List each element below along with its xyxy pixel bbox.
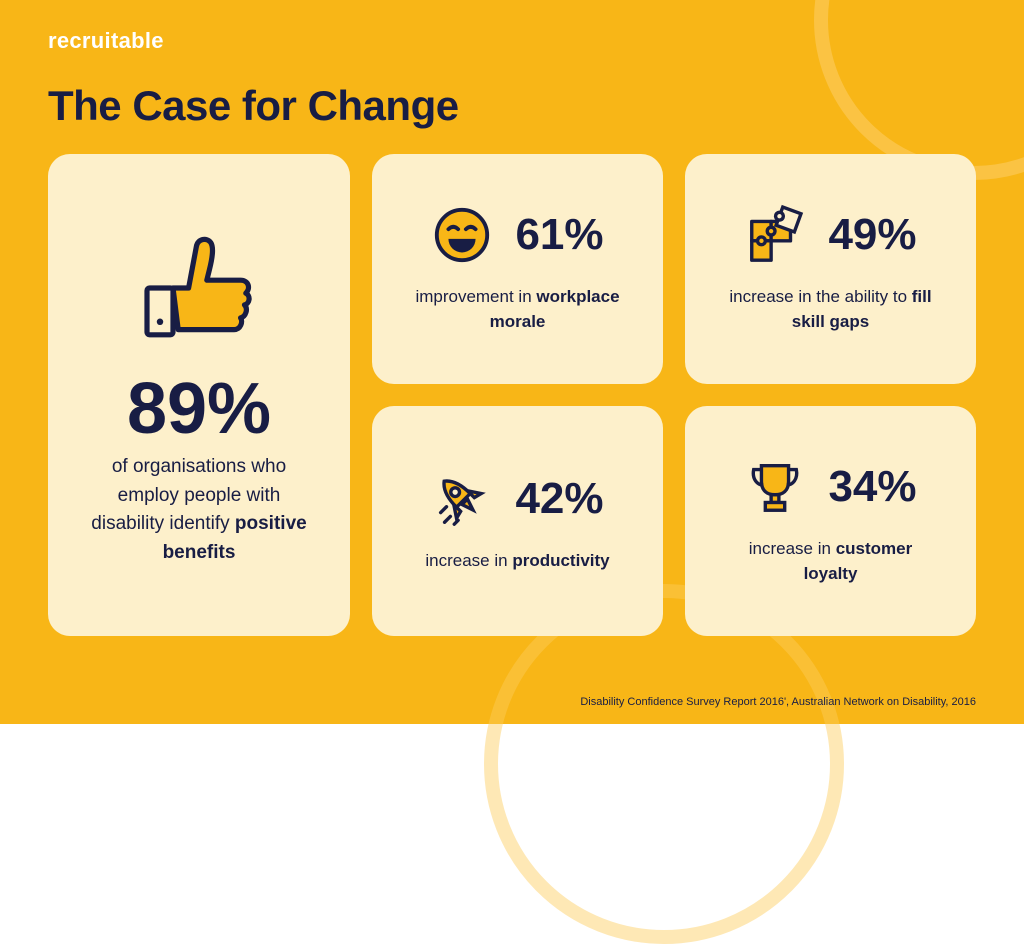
- stat-text-pre: increase in: [425, 551, 507, 570]
- stat-card-loyalty: 34% increase in customer loyalty: [685, 406, 976, 636]
- stat-card-morale: 61% improvement in workplace morale: [372, 154, 663, 384]
- decorative-ring-bottom: [484, 584, 844, 944]
- stat-text-bold: productivity: [512, 551, 609, 570]
- trophy-icon: [744, 456, 806, 518]
- thumbs-up-icon: [134, 223, 264, 353]
- stat-value: 34%: [828, 465, 916, 509]
- stat-text-pre: improvement in: [415, 287, 531, 306]
- stat-text: increase in the ability to fill skill ga…: [721, 284, 941, 335]
- stat-text-pre: increase in the ability to: [729, 287, 907, 306]
- smiley-icon: [431, 204, 493, 266]
- decorative-ring-top: [814, 0, 1024, 180]
- stats-grid: 89% of organisations who employ people w…: [48, 154, 976, 636]
- feature-value: 89%: [127, 373, 271, 445]
- stat-value: 61%: [515, 213, 603, 257]
- stat-value: 49%: [828, 213, 916, 257]
- rocket-icon: [431, 468, 493, 530]
- feature-text: of organisations who employ people with …: [79, 453, 319, 567]
- infographic-page: recruitable The Case for Change 89% of o…: [0, 0, 1024, 724]
- stat-text-pre: increase in: [749, 539, 831, 558]
- stat-card-productivity: 42% increase in productivity: [372, 406, 663, 636]
- stat-text: increase in customer loyalty: [721, 536, 941, 587]
- stat-text: improvement in workplace morale: [408, 284, 628, 335]
- stat-text: increase in productivity: [425, 548, 609, 574]
- puzzle-icon: [744, 204, 806, 266]
- stat-card-skillgaps: 49% increase in the ability to fill skil…: [685, 154, 976, 384]
- source-citation: Disability Confidence Survey Report 2016…: [580, 696, 976, 708]
- feature-card: 89% of organisations who employ people w…: [48, 154, 350, 636]
- stat-value: 42%: [515, 477, 603, 521]
